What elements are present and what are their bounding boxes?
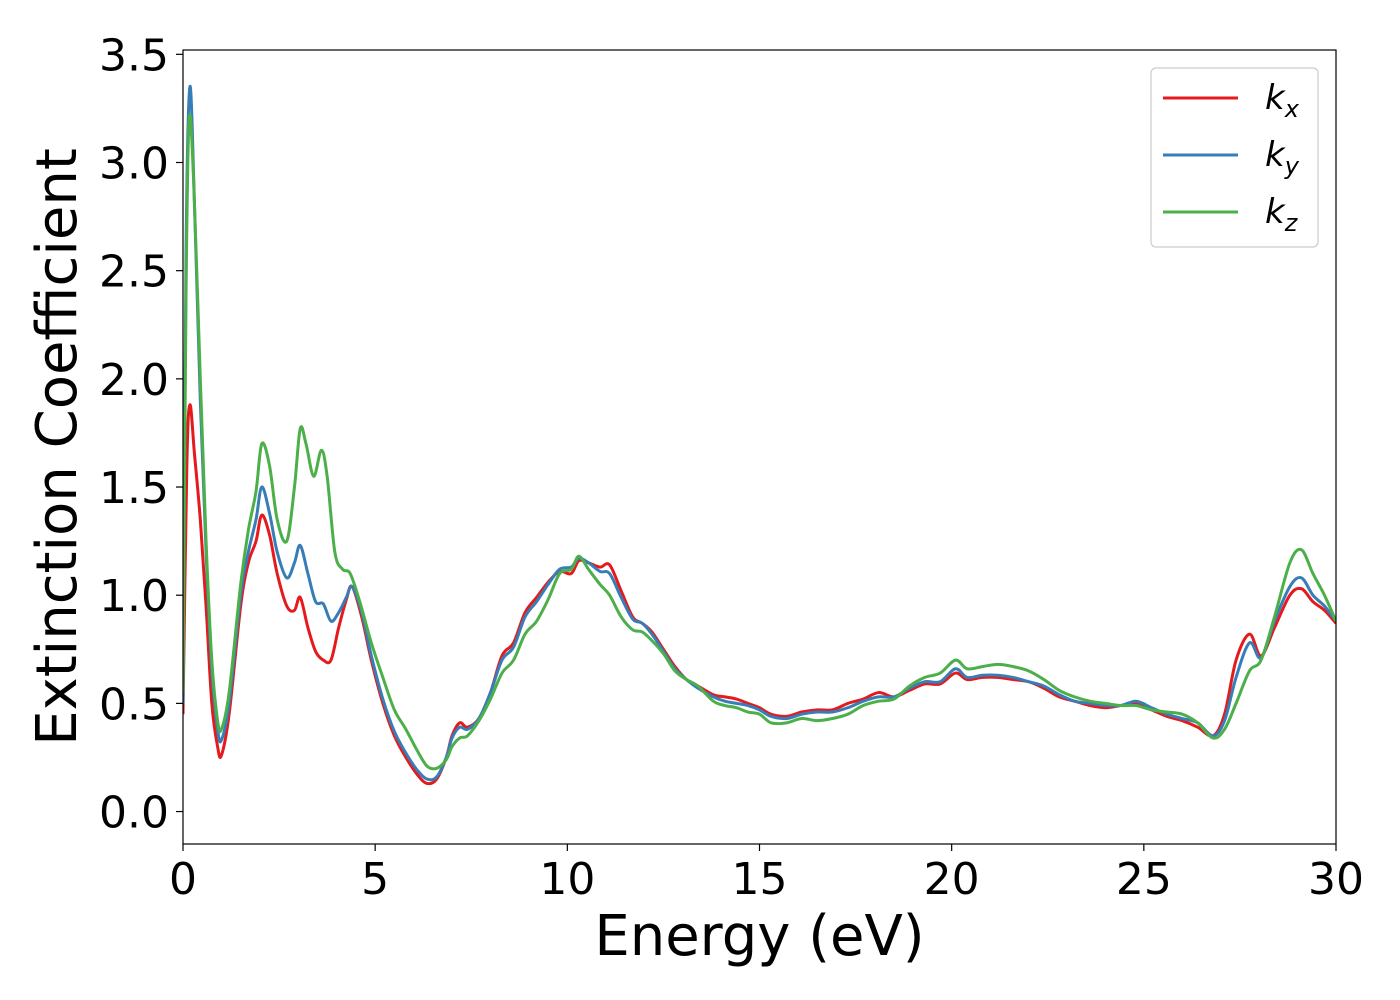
y-axis-title: Extinction Coefficient xyxy=(25,148,90,746)
legend-label-main: k xyxy=(1265,192,1286,232)
x-tick-label: 20 xyxy=(924,854,980,905)
plot-lines xyxy=(183,85,1336,786)
y-tick-label: 1.0 xyxy=(99,571,169,622)
x-axis-title: Energy (eV) xyxy=(594,904,924,969)
x-tick-label: 0 xyxy=(169,854,197,905)
series-line-kz xyxy=(183,113,1336,771)
y-tick-label: 1.5 xyxy=(99,463,169,514)
legend-label-subscript: z xyxy=(1284,209,1299,237)
legend-label-subscript: x xyxy=(1284,95,1300,123)
y-tick-label: 2.5 xyxy=(99,247,169,298)
y-tick-label: 0.5 xyxy=(99,679,169,730)
x-tick-label: 25 xyxy=(1116,854,1172,905)
legend-label-kx: kx xyxy=(1265,78,1300,123)
series-line-kx xyxy=(183,403,1336,786)
legend-label-kz: kz xyxy=(1265,192,1299,237)
y-tick-label: 3.5 xyxy=(99,30,169,81)
legend-label-subscript: y xyxy=(1284,152,1300,180)
y-tick-label: 2.0 xyxy=(99,355,169,406)
legend-frame xyxy=(1150,67,1319,248)
legend-label-ky: ky xyxy=(1265,135,1300,180)
y-tick-label: 0.0 xyxy=(99,788,169,839)
x-tick-label: 30 xyxy=(1308,854,1364,905)
y-tick-label: 3.0 xyxy=(99,139,169,190)
x-axis: 0 5 10 15 20 25 30 xyxy=(169,844,1364,905)
legend-label-main: k xyxy=(1265,135,1286,175)
x-tick-label: 15 xyxy=(732,854,788,905)
x-tick-label: 10 xyxy=(539,854,595,905)
y-axis: 0.0 0.5 1.0 1.5 2.0 2.5 3.0 3.5 xyxy=(99,30,183,839)
legend-label-main: k xyxy=(1265,78,1286,118)
series-line-ky xyxy=(183,85,1336,782)
x-tick-label: 5 xyxy=(361,854,389,905)
